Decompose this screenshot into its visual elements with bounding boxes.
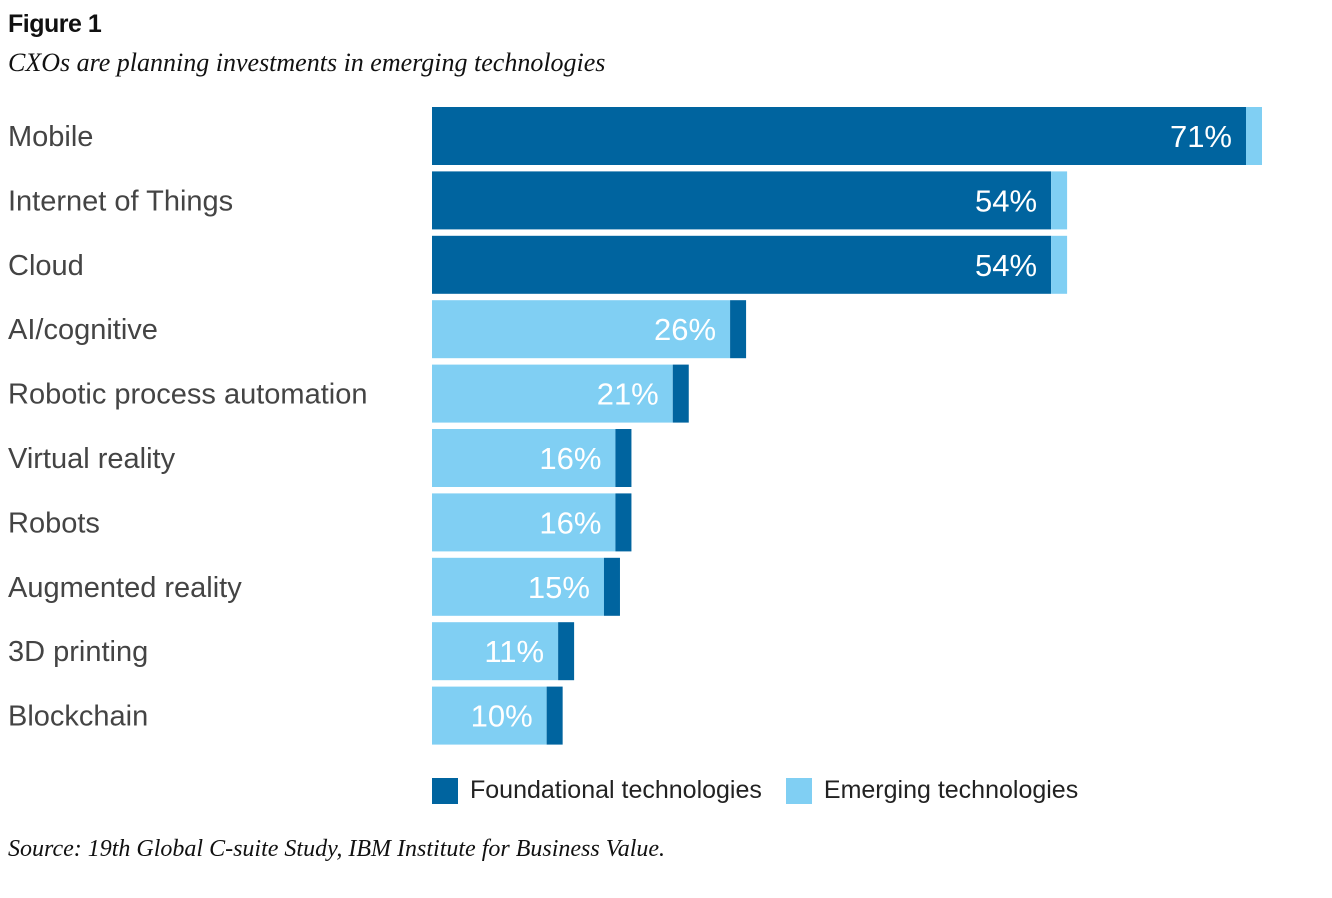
bar (432, 622, 559, 681)
chart-subtitle: CXOs are planning investments in emergin… (8, 48, 606, 77)
legend-swatch-emerging (785, 777, 812, 804)
category-label: 3D printing (8, 636, 148, 668)
bar-tab (603, 557, 620, 616)
legend-item-emerging: Emerging technologies (785, 776, 1079, 805)
category-label: AI/cognitive (8, 314, 158, 346)
bar-tab (672, 364, 689, 423)
data-label: 21% (597, 377, 659, 412)
data-label: 16% (539, 441, 601, 476)
source-note: Source: 19th Global C-suite Study, IBM I… (8, 836, 666, 862)
category-label: Internet of Things (8, 185, 233, 217)
bar (432, 107, 1246, 165)
bar (432, 364, 673, 423)
bar (432, 557, 604, 616)
bar (432, 300, 731, 359)
data-label: 71% (1170, 119, 1232, 154)
bar (432, 171, 1052, 230)
data-label: 15% (528, 570, 590, 605)
bar (432, 235, 1052, 294)
bar-tab (546, 686, 563, 745)
bar (432, 686, 547, 745)
legend-label-emerging: Emerging technologies (823, 776, 1079, 804)
category-label: Blockchain (8, 701, 148, 733)
data-label: 54% (975, 183, 1037, 218)
legend-swatch-foundational (432, 777, 458, 804)
category-label: Cloud (8, 250, 84, 282)
bar-tab (615, 429, 632, 487)
data-label: 16% (539, 505, 601, 540)
category-label: Mobile (8, 121, 93, 153)
category-label: Robots (8, 507, 100, 539)
figure-label: Figure 1 (8, 10, 102, 38)
category-label: Robotic process automation (8, 379, 367, 411)
bar-tab (730, 300, 747, 359)
legend-item-foundational: Foundational technologies (432, 776, 762, 805)
category-label: Virtual reality (8, 443, 176, 475)
data-label: 26% (654, 312, 716, 347)
data-label: 11% (484, 634, 544, 669)
data-label: 10% (471, 699, 533, 734)
bar (432, 429, 616, 487)
bar-tab (1051, 171, 1068, 230)
bar-tab (1246, 107, 1262, 165)
bar (432, 493, 616, 552)
legend: Foundational technologies Emerging techn… (432, 776, 1102, 805)
bar-tab (615, 493, 632, 552)
legend-label-foundational: Foundational technologies (470, 776, 762, 804)
bar-tab (558, 622, 575, 681)
category-label: Augmented reality (8, 572, 242, 604)
bar-tab (1051, 235, 1068, 294)
data-label: 54% (975, 248, 1037, 283)
